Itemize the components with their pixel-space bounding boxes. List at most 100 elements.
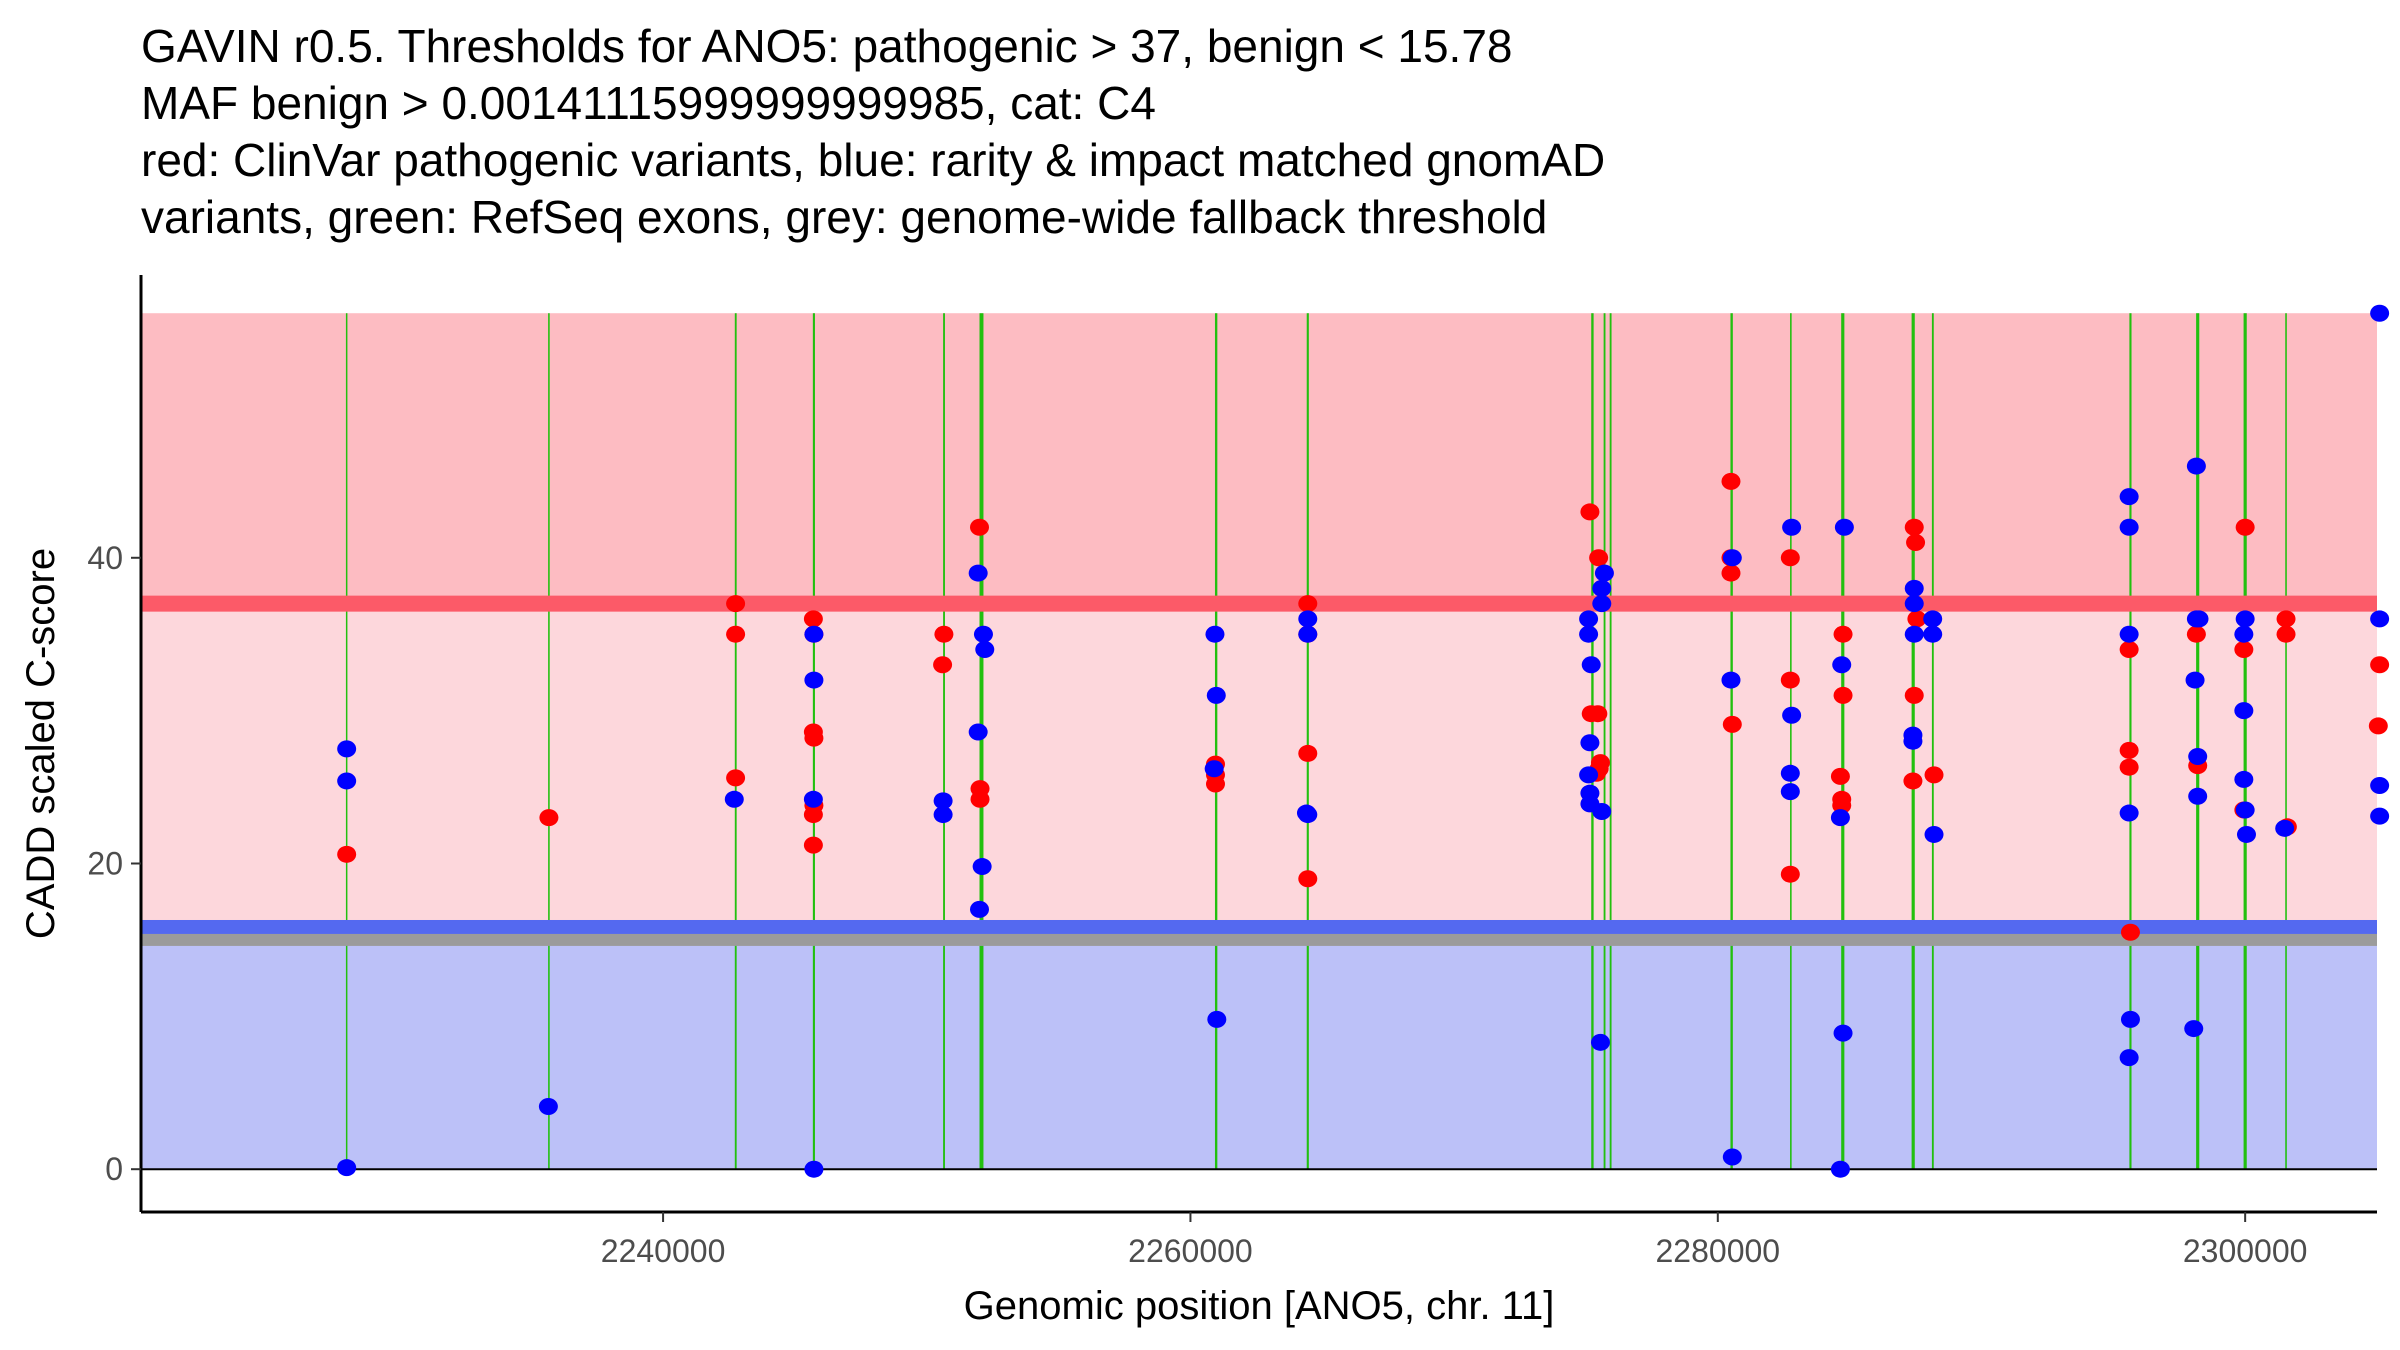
gnomad-point — [1830, 1160, 1850, 1178]
gnomad-point — [2119, 804, 2139, 822]
gnomad-point — [1782, 518, 1802, 536]
gnomad-point — [1581, 656, 1601, 674]
clinvar-point — [2235, 518, 2255, 536]
exon-line — [1931, 313, 1934, 1170]
gnomad-point — [973, 625, 993, 643]
clinvar-point — [2186, 625, 2206, 643]
gnomad-point — [1780, 764, 1800, 782]
exon-line — [2129, 313, 2132, 1170]
gnomad-point — [2236, 825, 2256, 843]
clinvar-point — [1721, 472, 1741, 490]
clinvar-point — [1832, 796, 1852, 814]
clinvar-point — [1904, 518, 1924, 536]
clinvar-point — [934, 625, 954, 643]
gnomad-point — [1832, 656, 1852, 674]
x-tick-label: 2240000 — [601, 1233, 726, 1269]
clinvar-point — [1588, 705, 1608, 723]
clinvar-point — [803, 806, 823, 824]
gnomad-point — [1721, 671, 1741, 689]
pathogenic-threshold — [141, 595, 2377, 612]
gnomad-point — [337, 1159, 357, 1177]
gnomad-point — [1830, 809, 1850, 827]
clinvar-point — [2234, 640, 2254, 658]
chart-title: GAVIN r0.5. Thresholds for ANO5: pathoge… — [141, 18, 1605, 246]
clinvar-point — [1904, 686, 1924, 704]
gnomad-point — [2234, 770, 2254, 788]
x-tick-label: 2280000 — [1656, 1233, 1781, 1269]
gnomad-point — [2119, 518, 2139, 536]
gnomad-point — [2370, 777, 2390, 795]
clinvar-point — [1721, 564, 1741, 582]
exon-line — [1841, 313, 1845, 1170]
x-axis-ticks: 2240000 2260000 2280000 2300000 — [601, 1212, 2307, 1269]
title-line-3: red: ClinVar pathogenic variants, blue: … — [141, 134, 1606, 186]
gnomad-point — [968, 564, 988, 582]
gnomad-point — [1579, 766, 1599, 784]
clinvar-point — [1830, 767, 1850, 785]
gnomad-point — [2235, 801, 2255, 819]
clinvar-point — [1833, 625, 1853, 643]
exon-line — [2243, 313, 2247, 1170]
gnomad-point — [1722, 549, 1742, 567]
clinvar-point — [1906, 533, 1926, 551]
gnomad-point — [337, 740, 357, 758]
clinvar-point — [970, 790, 990, 808]
exon-line — [2196, 313, 2200, 1170]
gnomad-point — [1298, 610, 1318, 628]
gnomad-point — [1205, 625, 1225, 643]
y-tick-label: 0 — [105, 1151, 123, 1187]
clinvar-point — [1780, 549, 1800, 567]
exon-line — [1609, 313, 1612, 1170]
gnomad-point — [975, 640, 995, 658]
gnomad-point — [1298, 625, 1318, 643]
gnomad-point — [804, 671, 824, 689]
gnomad-point — [1580, 734, 1600, 752]
gnomad-point — [1780, 783, 1800, 801]
threshold-lines — [141, 595, 2377, 946]
exon-line — [2285, 313, 2287, 1170]
clinvar-point — [803, 610, 823, 628]
clinvar-point — [2370, 656, 2390, 674]
exon-line — [979, 313, 984, 1170]
vus-region — [141, 603, 2377, 928]
gnomad-point — [1594, 564, 1614, 582]
clinvar-point — [804, 729, 824, 747]
gnomad-point — [1782, 706, 1802, 724]
gnomad-point — [1924, 825, 1944, 843]
clinvar-point — [1780, 865, 1800, 883]
gnomad-point — [933, 792, 953, 810]
clinvar-point — [1205, 775, 1225, 793]
gnomad-point — [2184, 1020, 2204, 1038]
gnomad-point — [2186, 457, 2206, 475]
title-line-4: variants, green: RefSeq exons, grey: gen… — [141, 191, 1548, 243]
clinvar-point — [2119, 758, 2139, 776]
gnomad-point — [2370, 610, 2390, 628]
gnomad-point — [1833, 1024, 1853, 1042]
gnomad-point — [2275, 819, 2295, 837]
clinvar-point — [726, 625, 746, 643]
clinvar-point — [1298, 870, 1318, 888]
gnomad-point — [1298, 806, 1318, 824]
threshold-regions — [141, 313, 2377, 1170]
gnomad-point — [2234, 702, 2254, 720]
y-axis-title: CADD scaled C-score — [19, 548, 63, 939]
title-line-2: MAF benign > 0.00141115999999999985, cat… — [141, 77, 1156, 129]
gnomad-point — [1923, 625, 1943, 643]
exon-line — [548, 313, 550, 1170]
x-tick-label: 2260000 — [1128, 1233, 1253, 1269]
benign-region — [141, 927, 2377, 1170]
clinvar-point — [337, 845, 357, 863]
clinvar-point — [803, 836, 823, 854]
clinvar-point — [2276, 610, 2296, 628]
clinvar-point — [2119, 741, 2139, 759]
gnomad-point — [2188, 747, 2208, 765]
gnomad-point — [2119, 1049, 2139, 1067]
gnomad-point — [337, 772, 357, 790]
clinvar-point — [2368, 717, 2388, 735]
clinvar-point — [1907, 610, 1927, 628]
gnomad-point — [1722, 1148, 1742, 1166]
gnomad-point — [2235, 610, 2255, 628]
clinvar-point — [1924, 766, 1944, 784]
clinvar-point — [933, 656, 953, 674]
gnomad-point — [1206, 686, 1226, 704]
